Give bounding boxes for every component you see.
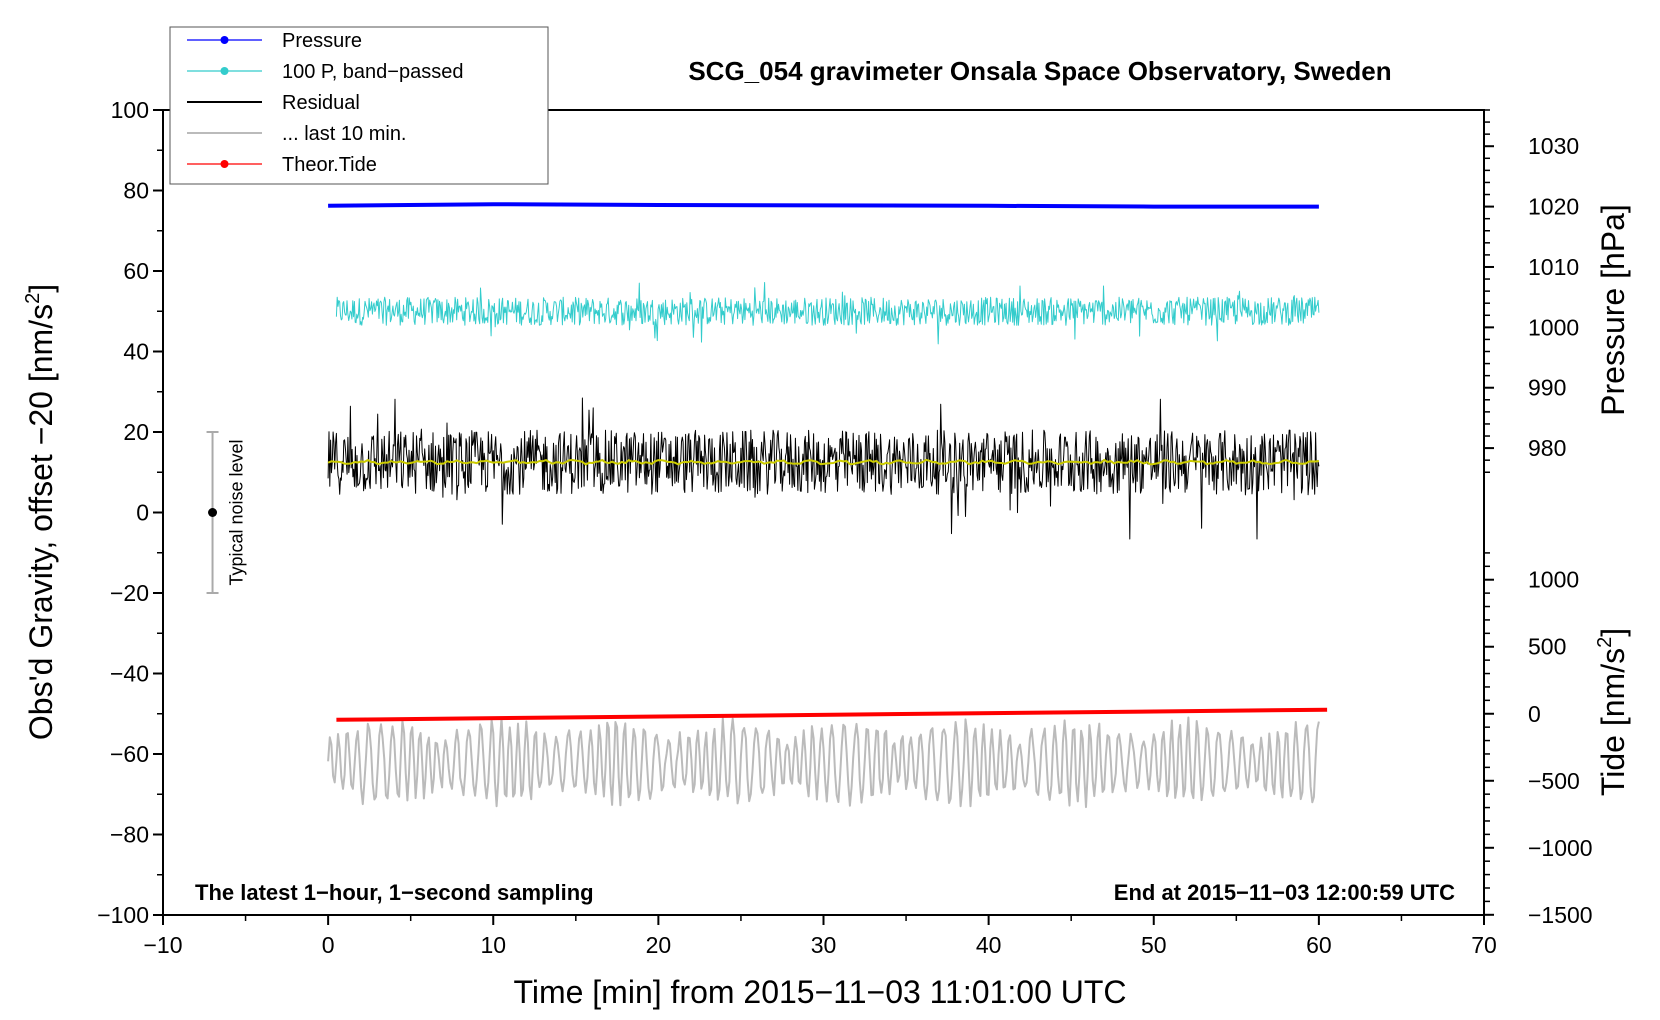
pressure-tick-label: 1010 bbox=[1528, 254, 1579, 280]
tide-tick-label: 1000 bbox=[1528, 567, 1579, 593]
legend-label: 100 P, band−passed bbox=[282, 61, 463, 83]
pressure-axis-ticks: 980 990 1000 1010 1020 1030 bbox=[1484, 109, 1579, 473]
y-tick-label: 40 bbox=[123, 339, 149, 365]
tide-axis-label-main: Tide [nm/s bbox=[1595, 648, 1631, 796]
pressure-tick-label: 990 bbox=[1528, 375, 1566, 401]
series-pressure bbox=[328, 202, 1319, 209]
tide-tick-label: −500 bbox=[1528, 768, 1580, 794]
legend-label: Theor.Tide bbox=[282, 154, 377, 176]
tide-tick-label: 0 bbox=[1528, 701, 1541, 727]
series-residual bbox=[327, 397, 1320, 540]
annotation-sampling: The latest 1−hour, 1−second sampling bbox=[195, 880, 594, 905]
y-axis-label: Obs'd Gravity, offset −20 [nm/s2] bbox=[22, 284, 59, 740]
pressure-tick-label: 980 bbox=[1528, 435, 1566, 461]
pressure-tick-label: 1030 bbox=[1528, 133, 1579, 159]
chart-title: SCG_054 gravimeter Onsala Space Observat… bbox=[688, 56, 1391, 86]
x-tick-label: 20 bbox=[646, 932, 672, 958]
series-last-10-min bbox=[327, 716, 1320, 809]
x-tick-label: 70 bbox=[1471, 932, 1497, 958]
series-theor-tide bbox=[336, 707, 1328, 722]
legend-marker bbox=[220, 160, 229, 168]
x-tick-label: 40 bbox=[976, 932, 1002, 958]
tide-tick-label: −1500 bbox=[1528, 902, 1593, 928]
y-tick-label: −20 bbox=[110, 580, 149, 606]
y-axis-label-main: Obs'd Gravity, offset −20 [nm/s bbox=[23, 304, 59, 740]
noise-bar-center-dot bbox=[208, 508, 218, 517]
pressure-tick-label: 1000 bbox=[1528, 314, 1579, 340]
y-tick-label: −60 bbox=[110, 741, 149, 767]
x-tick-label: 10 bbox=[480, 932, 506, 958]
y-tick-label: 80 bbox=[123, 178, 149, 204]
x-tick-label: 50 bbox=[1141, 932, 1167, 958]
pressure-axis-label: Pressure [hPa] bbox=[1595, 204, 1631, 416]
legend-marker bbox=[220, 67, 229, 75]
tide-axis-ticks: −1500 −1000 −500 0 500 1000 bbox=[1484, 552, 1593, 928]
legend-marker bbox=[220, 36, 229, 44]
y-tick-label: 0 bbox=[136, 500, 149, 526]
tide-axis-label-sup: 2 bbox=[1594, 637, 1616, 648]
y-tick-label: −40 bbox=[110, 661, 149, 687]
y-tick-label: 20 bbox=[123, 419, 149, 445]
tide-tick-label: 500 bbox=[1528, 634, 1566, 660]
x-axis-ticks: −10 0 10 20 30 40 50 60 70 bbox=[143, 915, 1497, 958]
tide-axis-label: Tide [nm/s2] bbox=[1594, 628, 1631, 796]
x-tick-label: 30 bbox=[811, 932, 837, 958]
y-axis-ticks: −100 −80 −60 −40 −20 0 20 40 60 80 100 bbox=[97, 97, 163, 928]
series-smoothed-residual bbox=[327, 458, 1320, 466]
legend-label: ... last 10 min. bbox=[282, 123, 407, 145]
y-axis-label-sup: 2 bbox=[22, 293, 44, 304]
annotation-end-time: End at 2015−11−03 12:00:59 UTC bbox=[1114, 880, 1455, 905]
legend-label: Pressure bbox=[282, 30, 362, 52]
legend-box bbox=[169, 26, 549, 185]
series-100-p-band-passed bbox=[335, 282, 1320, 345]
x-tick-label: 0 bbox=[322, 932, 335, 958]
x-tick-label: 60 bbox=[1306, 932, 1332, 958]
y-axis-label-end: ] bbox=[23, 284, 59, 293]
y-tick-label: 100 bbox=[111, 97, 149, 123]
y-tick-label: −100 bbox=[97, 902, 149, 928]
noise-level-label: Typical noise level bbox=[227, 439, 247, 585]
noise-level-bar: Typical noise level bbox=[206, 431, 247, 594]
legend-label: Residual bbox=[282, 92, 360, 114]
legend-entries: Pressure 100 P, band−passed Residual ... la… bbox=[187, 30, 463, 176]
pressure-tick-label: 1020 bbox=[1528, 194, 1579, 220]
x-tick-label: −10 bbox=[143, 932, 182, 958]
y-tick-label: −80 bbox=[110, 822, 149, 848]
tide-tick-label: −1000 bbox=[1528, 835, 1593, 861]
legend: Pressure 100 P, band−passed Residual ... la… bbox=[169, 26, 549, 185]
tide-axis-label-end: ] bbox=[1595, 628, 1631, 637]
series-lines bbox=[327, 202, 1328, 809]
x-axis-label: Time [min] from 2015−11−03 11:01:00 UTC bbox=[513, 974, 1126, 1010]
y-tick-label: 60 bbox=[123, 258, 149, 284]
